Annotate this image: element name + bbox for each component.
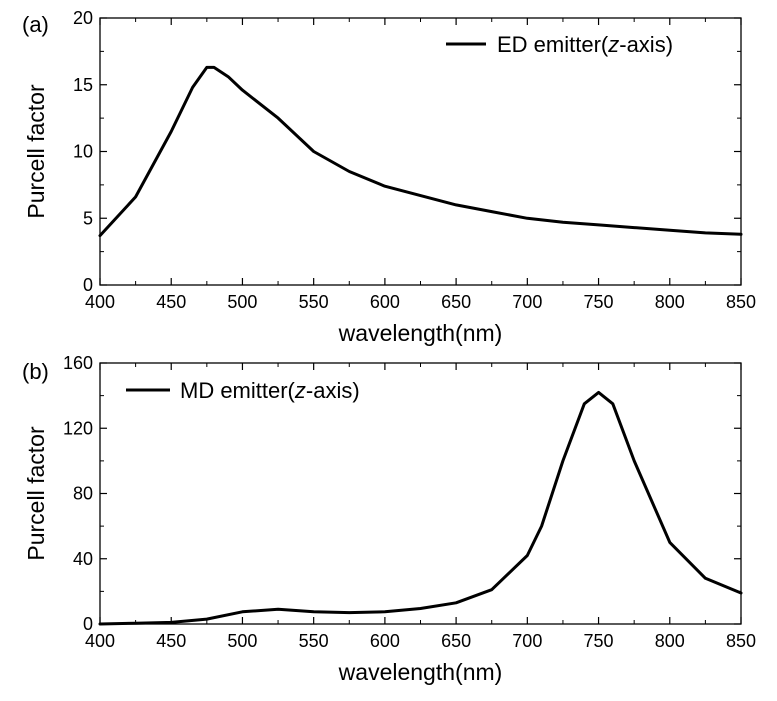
x-tick-label: 800 bbox=[655, 292, 685, 312]
x-tick-label: 400 bbox=[85, 631, 115, 651]
y-axis-label: Purcell factor bbox=[23, 84, 49, 219]
x-tick-label: 850 bbox=[726, 631, 756, 651]
legend-label-prefix: MD emitter( bbox=[180, 378, 296, 403]
x-tick-label: 450 bbox=[156, 631, 186, 651]
y-tick-label: 0 bbox=[83, 275, 93, 295]
x-axis-label: wavelength(nm) bbox=[338, 659, 503, 685]
x-tick-label: 550 bbox=[299, 292, 329, 312]
chart-panel-b: 400 450 500 550 600 650 700 750 800 850 0 40 80 120 16… bbox=[22, 353, 756, 685]
x-tick-label: 800 bbox=[655, 631, 685, 651]
y-tick-label: 40 bbox=[73, 549, 93, 569]
x-axis-label: wavelength(nm) bbox=[338, 320, 503, 346]
y-tick-label: 10 bbox=[73, 142, 93, 162]
panel-label: (b) bbox=[22, 359, 49, 384]
legend-label-prefix: ED emitter( bbox=[497, 32, 609, 57]
x-tick-label: 850 bbox=[726, 292, 756, 312]
y-tick-label: 80 bbox=[73, 484, 93, 504]
x-tick-label: 600 bbox=[370, 292, 400, 312]
x-tick-label: 750 bbox=[584, 631, 614, 651]
x-tick-label: 400 bbox=[85, 292, 115, 312]
y-tick-label: 120 bbox=[63, 418, 93, 438]
legend-label-suffix: -axis) bbox=[619, 32, 673, 57]
x-tick-label: 600 bbox=[370, 631, 400, 651]
x-tick-label: 500 bbox=[227, 631, 257, 651]
chart-panel-a: 400 450 500 550 600 650 700 750 800 850 0 5 10 15 20 wa… bbox=[22, 8, 756, 346]
y-tick-label: 20 bbox=[73, 8, 93, 28]
legend-label-italic: z bbox=[607, 32, 619, 57]
x-tick-label: 700 bbox=[512, 631, 542, 651]
x-tick-label: 500 bbox=[227, 292, 257, 312]
x-tick-label: 650 bbox=[441, 631, 471, 651]
plot-frame bbox=[99, 17, 742, 286]
x-tick-label: 450 bbox=[156, 292, 186, 312]
legend-label: MD emitter(z-axis) bbox=[180, 378, 360, 403]
y-tick-label: 5 bbox=[83, 208, 93, 228]
x-tick-label: 750 bbox=[584, 292, 614, 312]
panel-label: (a) bbox=[22, 12, 49, 37]
y-tick-label: 160 bbox=[63, 353, 93, 373]
x-tick-label: 650 bbox=[441, 292, 471, 312]
x-tick-label: 550 bbox=[299, 631, 329, 651]
x-tick-label: 700 bbox=[512, 292, 542, 312]
y-tick-label: 15 bbox=[73, 75, 93, 95]
legend-label: ED emitter(z-axis) bbox=[497, 32, 673, 57]
legend-label-suffix: -axis) bbox=[306, 378, 360, 403]
legend-label-italic: z bbox=[294, 378, 306, 403]
series-line bbox=[98, 65, 743, 238]
series-line bbox=[98, 390, 743, 626]
y-axis-label: Purcell factor bbox=[23, 426, 49, 561]
y-tick-label: 0 bbox=[83, 614, 93, 634]
